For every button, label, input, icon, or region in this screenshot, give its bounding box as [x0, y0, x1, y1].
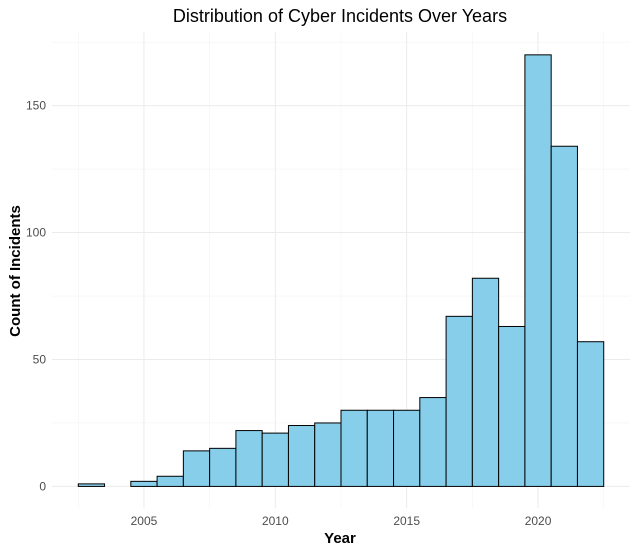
y-axis-ticks: 0 50 100 150	[26, 99, 46, 494]
histogram-bar	[261, 432, 289, 487]
y-axis-title: Count of Incidents	[7, 205, 24, 337]
histogram-bar	[156, 475, 184, 487]
histogram-bar	[366, 409, 395, 487]
x-axis-ticks: 2005 2010 2015 2020	[131, 514, 552, 528]
y-tick-label: 150	[26, 99, 46, 113]
histogram-bar	[130, 480, 158, 487]
histogram-bar	[182, 450, 211, 487]
histogram-bars	[77, 54, 605, 487]
histogram-bar	[77, 483, 106, 487]
x-tick-label: 2015	[393, 514, 420, 528]
x-tick-label: 2010	[262, 514, 289, 528]
histogram-bar	[209, 447, 237, 487]
histogram-bar	[445, 315, 473, 487]
histogram-bar	[471, 277, 500, 487]
y-tick-label: 50	[33, 352, 47, 366]
x-tick-label: 2020	[525, 514, 552, 528]
histogram-bar	[235, 430, 263, 487]
histogram-bar	[287, 424, 316, 487]
x-axis-title: Year	[324, 530, 356, 547]
histogram-bar	[393, 409, 421, 487]
histogram-bar	[524, 54, 552, 487]
y-tick-label: 100	[26, 226, 46, 240]
histogram-bar	[576, 341, 605, 487]
histogram-bar	[419, 397, 447, 487]
histogram-bar	[550, 145, 578, 487]
histogram-bar	[314, 422, 342, 487]
histogram-bar	[340, 409, 368, 487]
y-tick-label: 0	[39, 479, 46, 493]
chart-title: Distribution of Cyber Incidents Over Yea…	[173, 6, 507, 26]
x-tick-label: 2005	[131, 514, 158, 528]
histogram-bar	[498, 325, 526, 487]
